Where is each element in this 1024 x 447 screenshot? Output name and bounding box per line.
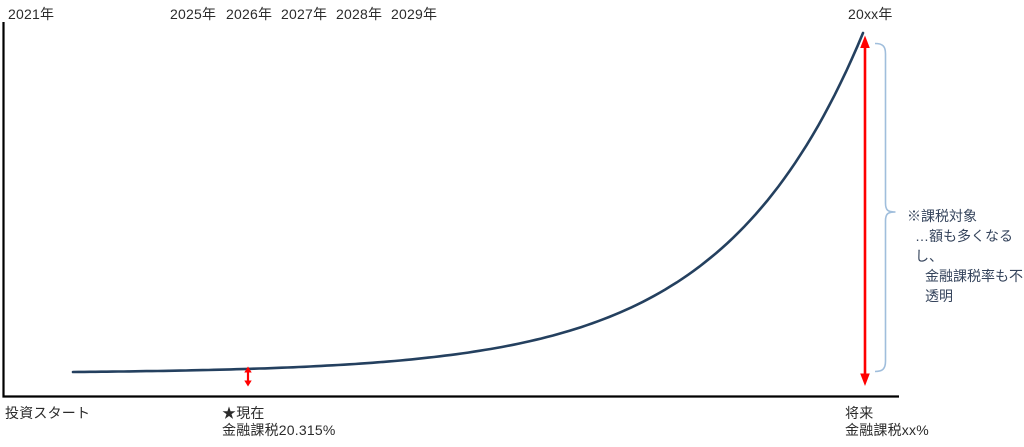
- annotation-line-1: ※課税対象: [907, 208, 977, 224]
- future-arrow-head-down: [860, 373, 870, 386]
- growth-curve: [71, 31, 865, 374]
- label-investment-start: 投資スタート: [5, 405, 91, 421]
- year-label-20xx: 20xx年: [848, 6, 893, 22]
- year-label-2026: 2026年: [226, 6, 273, 22]
- year-label-2029: 2029年: [391, 6, 438, 22]
- year-label-2028: 2028年: [336, 6, 383, 22]
- current-arrow-head-down: [244, 380, 252, 387]
- year-label-2027: 2027年: [281, 6, 328, 22]
- future-arrow-head-up: [860, 35, 870, 48]
- label-future: 将来: [845, 405, 874, 421]
- label-current-tax-rate: 金融課税20.315%: [222, 422, 336, 438]
- annotation-line-3: 金融課税率も不透明: [925, 268, 1023, 304]
- current-arrow-head-up: [244, 366, 252, 373]
- taxable-range-brace: [874, 42, 896, 373]
- current-taxable-gap-arrow: [244, 366, 252, 387]
- axis-lines: [2, 22, 899, 398]
- future-taxable-gap-arrow: [860, 35, 870, 386]
- year-label-2025: 2025年: [170, 6, 217, 22]
- year-label-2021: 2021年: [8, 6, 55, 22]
- label-current: ★現在: [222, 405, 265, 421]
- annotation-line-2: …額も多くなるし、: [915, 228, 1013, 264]
- taxable-annotation: ※課税対象 …額も多くなるし、 金融課税率も不透明: [907, 206, 1024, 306]
- label-future-tax-rate: 金融課税xx%: [845, 422, 929, 438]
